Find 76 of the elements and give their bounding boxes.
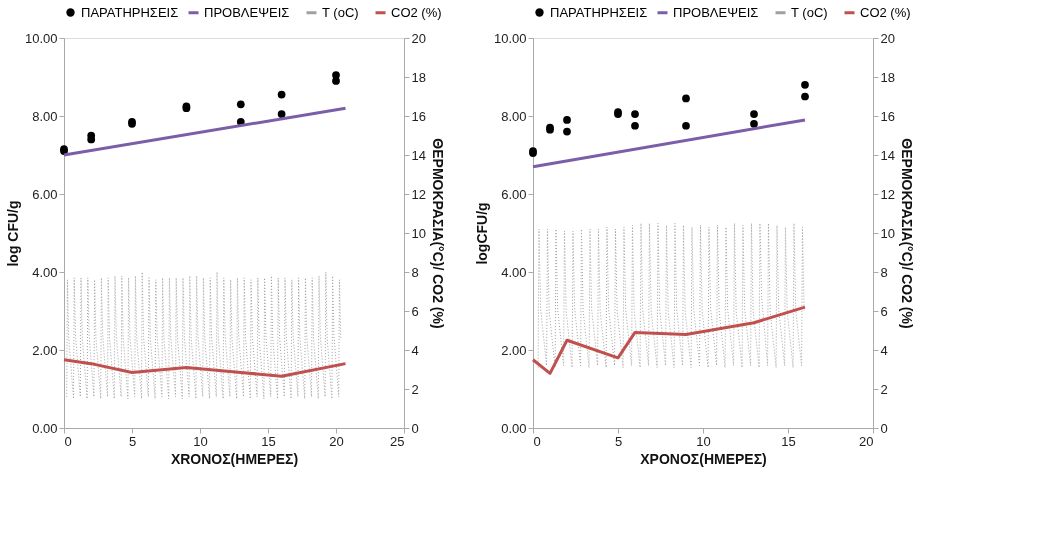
y-axis-title: logCFU/g	[473, 202, 490, 265]
y2-tick-label: 8	[411, 264, 419, 280]
y-tick-label: 4.00	[501, 264, 527, 280]
y-tick-label: 4.00	[32, 264, 58, 280]
y2-tick-label: 10	[880, 225, 895, 241]
line-series	[537, 222, 805, 369]
legend-label: T (oC)	[791, 4, 828, 20]
y2-tick-label: 16	[880, 108, 895, 124]
point	[682, 121, 690, 130]
y2-tick-label: 6	[411, 303, 419, 319]
point	[277, 110, 286, 118]
point	[631, 110, 639, 118]
point	[563, 116, 571, 124]
y2-tick-label: 12	[880, 186, 895, 202]
x-tick-label: 0	[64, 433, 72, 449]
line-series	[531, 305, 807, 375]
x-axis-title: ΧΡΟΝΟΣ(ΗΜΕΡΕΣ)	[640, 450, 767, 467]
x-tick-label: 20	[329, 433, 344, 449]
y-tick-label: 6.00	[32, 186, 58, 202]
y2-axis-title: ΘΕΡΜΟΚΡΑΣΙΑ(°C)/ CO2 (%)	[898, 138, 915, 329]
point	[801, 92, 809, 101]
x-tick-label: 25	[390, 433, 405, 449]
x-tick-label: 10	[696, 433, 711, 449]
y2-tick-label: 10	[411, 225, 426, 241]
y2-tick-label: 14	[880, 147, 895, 163]
x-tick-label: 15	[781, 433, 796, 449]
legend-label: ΠΡΟΒΛΕΨΕΙΣ	[673, 4, 759, 20]
y-tick-label: 0.00	[501, 420, 527, 436]
point	[277, 90, 286, 99]
x-axis-title: ΧRΟΝΟΣ(ΗΜΕΡΕΣ)	[170, 450, 299, 467]
y-tick-label: 10.00	[24, 30, 58, 46]
y2-tick-label: 8	[880, 264, 888, 280]
legend-label: CO2 (%)	[391, 4, 442, 20]
line-series	[62, 358, 348, 378]
legend-label: ΠΑΡΑΤΗΡΗΣΕΙΣ	[81, 4, 179, 20]
x-tick-label: 0	[533, 433, 541, 449]
point	[332, 77, 340, 85]
point	[682, 94, 690, 103]
point	[563, 127, 571, 136]
x-tick-label: 15	[261, 433, 276, 449]
y2-tick-label: 14	[411, 147, 426, 163]
x-tick-label: 5	[614, 433, 623, 449]
y2-tick-label: 18	[880, 69, 895, 85]
y2-tick-label: 2	[880, 381, 888, 397]
point	[631, 121, 639, 130]
y2-axis-title: ΘΕΡΜΟΚΡΑΣΙΑ(°C)/ CO2 (%)	[429, 138, 446, 329]
x-tick-label: 10	[193, 433, 208, 449]
y2-tick-label: 4	[411, 342, 419, 358]
y2-tick-label: 0	[880, 420, 888, 436]
x-tick-label: 20	[859, 433, 874, 449]
point	[236, 100, 245, 109]
point	[750, 110, 758, 118]
point	[750, 119, 758, 128]
y-tick-label: 8.00	[32, 108, 58, 124]
y-tick-label: 8.00	[501, 108, 527, 124]
y2-tick-label: 16	[411, 108, 426, 124]
legend-label: T (oC)	[322, 4, 359, 20]
y2-tick-label: 20	[411, 30, 426, 46]
y2-tick-label: 2	[411, 381, 419, 397]
legend-label: ΠΡΟΒΛΕΨΕΙΣ	[204, 4, 290, 20]
y-tick-label: 6.00	[501, 186, 527, 202]
y2-tick-label: 20	[880, 30, 895, 46]
point	[801, 80, 809, 89]
x-tick-label: 5	[128, 433, 137, 449]
y2-tick-label: 18	[411, 69, 426, 85]
legend-label: ΠΑΡΑΤΗΡΗΣΕΙΣ	[550, 4, 648, 20]
legend-label: CO2 (%)	[860, 4, 911, 20]
y-tick-label: 2.00	[32, 342, 58, 358]
y-tick-label: 0.00	[32, 420, 58, 436]
y2-tick-label: 0	[411, 420, 419, 436]
y2-tick-label: 6	[880, 303, 888, 319]
y-tick-label: 10.00	[493, 30, 527, 46]
y-tick-label: 2.00	[501, 342, 527, 358]
y2-tick-label: 12	[411, 186, 426, 202]
y2-tick-label: 4	[880, 342, 888, 358]
y-axis-title: log CFU/g	[4, 200, 21, 267]
